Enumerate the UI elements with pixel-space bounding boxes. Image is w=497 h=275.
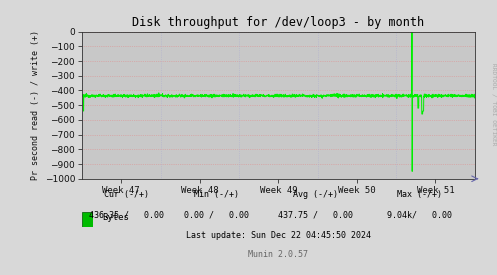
Text: Min (-/+): Min (-/+) [194, 190, 239, 199]
Title: Disk throughput for /dev/loop3 - by month: Disk throughput for /dev/loop3 - by mont… [132, 16, 424, 29]
Text: Cur (-/+): Cur (-/+) [104, 190, 149, 199]
Text: Last update: Sun Dec 22 04:45:50 2024: Last update: Sun Dec 22 04:45:50 2024 [186, 231, 371, 240]
Y-axis label: Pr second read (-) / write (+): Pr second read (-) / write (+) [31, 30, 40, 180]
FancyBboxPatch shape [82, 212, 93, 227]
Text: 437.75 /   0.00: 437.75 / 0.00 [278, 210, 353, 219]
Text: Munin 2.0.57: Munin 2.0.57 [248, 250, 308, 259]
Text: 436.35 /   0.00: 436.35 / 0.00 [89, 210, 164, 219]
Text: Max (-/+): Max (-/+) [398, 190, 442, 199]
Text: 9.04k/   0.00: 9.04k/ 0.00 [388, 210, 452, 219]
Text: Bytes: Bytes [102, 213, 129, 222]
Text: Avg (-/+): Avg (-/+) [293, 190, 338, 199]
Text: 0.00 /   0.00: 0.00 / 0.00 [184, 210, 248, 219]
Text: RRDTOOL / TOBI OETIKER: RRDTOOL / TOBI OETIKER [491, 63, 496, 146]
